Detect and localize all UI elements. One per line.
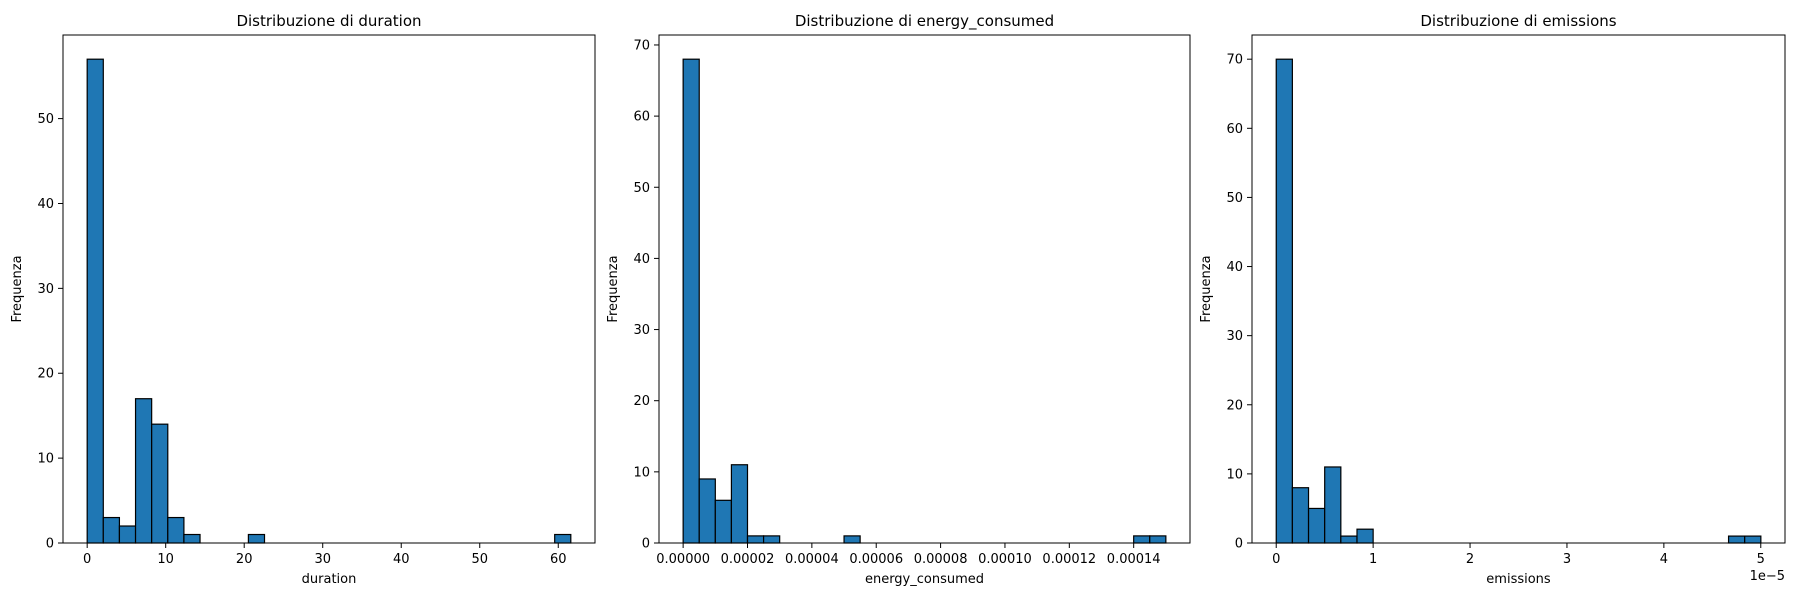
x-tick-label: 5 (1757, 552, 1765, 567)
histogram-bar (1356, 528, 1374, 544)
x-tick-label: 10 (157, 552, 174, 567)
histogram-bar (843, 535, 861, 544)
y-tick-label: 50 (37, 112, 54, 127)
x-tick-label: 0.00002 (721, 552, 775, 567)
bars-group (1275, 58, 1762, 544)
x-tick-label: 4 (1660, 552, 1668, 567)
x-tick-label: 0.00006 (849, 552, 903, 567)
histogram-bar (167, 516, 185, 544)
histogram-bar (1291, 487, 1310, 544)
y-tick-label: 20 (633, 394, 650, 409)
y-tick-label: 20 (37, 367, 54, 382)
chart-title: Distribuzione di emissions (1420, 12, 1616, 30)
y-tick-label: 60 (633, 110, 650, 125)
y-tick-label: 20 (1226, 398, 1243, 413)
chart-title: Distribuzione di duration (236, 12, 421, 30)
histogram-bar (1275, 58, 1293, 544)
x-tick-label: 1 (1369, 552, 1377, 567)
x-tick-label: 0.00014 (1107, 552, 1161, 567)
histogram-bar (1340, 535, 1358, 544)
y-tick-label: 10 (633, 465, 650, 480)
histogram-bar (151, 423, 169, 544)
histogram-bar (714, 499, 733, 544)
x-axis-label: energy_consumed (865, 572, 984, 587)
y-tick-label: 50 (1226, 191, 1243, 206)
y-tick-label: 0 (1235, 537, 1243, 552)
histogram-bar (247, 533, 266, 544)
y-tick-label: 40 (1226, 260, 1243, 275)
y-tick-label: 40 (633, 252, 650, 267)
x-axis-label: duration (302, 572, 357, 587)
y-tick-label: 50 (633, 181, 650, 196)
histogram-bar (118, 525, 137, 544)
ticks-group: 0.00000 0.00002 0.00004 0.00006 0.00008 0.000… (633, 38, 1160, 567)
x-tick-label: 0.00000 (656, 552, 710, 567)
histogram-bar (682, 58, 700, 544)
y-tick-label: 30 (1226, 329, 1243, 344)
y-tick-label: 10 (37, 452, 54, 467)
y-tick-label: 0 (46, 537, 54, 552)
x-tick-label: 0.00008 (914, 552, 968, 567)
histogram-bar (1133, 535, 1151, 544)
duration-histogram: 0 10 20 30 40 50 60 0 10 20 30 40 50 Distribuzione d… (10, 12, 596, 587)
x-tick-label: 60 (550, 552, 567, 567)
histogram-bar (762, 535, 781, 544)
histogram-bar (1324, 466, 1342, 544)
histogram-bar (134, 398, 153, 544)
x-tick-label: 2 (1466, 552, 1474, 567)
y-tick-label: 70 (1226, 53, 1243, 68)
y-tick-label: 0 (642, 537, 650, 552)
histogram-bar (554, 533, 572, 544)
x-tick-label: 50 (471, 552, 488, 567)
histogram-bar (86, 58, 104, 544)
y-tick-label: 70 (633, 38, 650, 53)
x-tick-label: 0.00004 (785, 552, 839, 567)
x-tick-label: 0.00010 (978, 552, 1032, 567)
x-tick-label: 40 (393, 552, 410, 567)
y-tick-label: 60 (1226, 122, 1243, 137)
y-axis-label: Frequenza (606, 255, 621, 322)
histogram-bar (1149, 535, 1167, 544)
chart-title: Distribuzione di energy_consumed (795, 12, 1054, 31)
histogram-bar (746, 535, 765, 544)
axes-frame (1251, 34, 1786, 544)
histogram-bar (1744, 535, 1762, 544)
x-axis-offset-label: 1e−5 (1750, 569, 1785, 584)
energy-consumed-histogram: 0.00000 0.00002 0.00004 0.00006 0.00008 0.000… (606, 12, 1191, 587)
y-tick-label: 40 (37, 197, 54, 212)
x-tick-label: 3 (1563, 552, 1571, 567)
x-axis-label: emissions (1486, 572, 1551, 587)
y-tick-label: 30 (633, 323, 650, 338)
ticks-group: 0 10 20 30 40 50 60 0 10 20 30 40 50 (37, 112, 566, 567)
x-tick-label: 0 (1272, 552, 1280, 567)
histogram-bar (730, 464, 749, 544)
x-tick-label: 0 (83, 552, 91, 567)
y-axis-label: Frequenza (1199, 255, 1214, 322)
histogram-bar (698, 478, 716, 544)
histogram-bar (183, 533, 201, 544)
axes-frame (62, 34, 596, 544)
histogram-bar (102, 516, 121, 544)
x-tick-label: 30 (314, 552, 331, 567)
x-tick-label: 0.00012 (1042, 552, 1096, 567)
axes-frame (658, 34, 1191, 544)
y-axis-label: Frequenza (10, 255, 25, 322)
y-tick-label: 30 (37, 282, 54, 297)
x-tick-label: 20 (236, 552, 253, 567)
y-tick-label: 10 (1226, 467, 1243, 482)
histogram-bar (1727, 535, 1746, 544)
histogram-bar (1307, 507, 1326, 544)
